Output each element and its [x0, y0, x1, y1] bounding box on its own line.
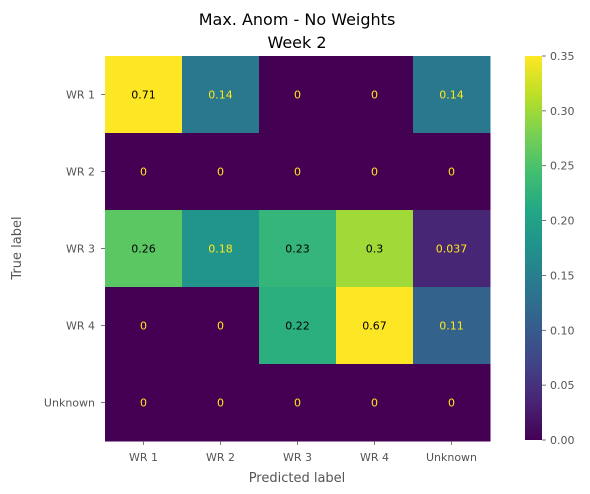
cell-value-label: 0 [294, 89, 301, 102]
y-axis-label: True label [10, 216, 25, 280]
heatmap-cell [105, 364, 183, 442]
colorbar-tick-label: 0.30 [550, 105, 575, 118]
cell-value-label: 0 [371, 397, 378, 410]
x-tick-label: WR 4 [360, 451, 389, 464]
heatmap-cell [259, 364, 337, 442]
colorbar-tick-label: 0.10 [550, 324, 575, 337]
colorbar-gradient [525, 56, 542, 440]
heatmap-cell [182, 133, 260, 211]
y-tick-label: WR 4 [66, 320, 95, 333]
colorbar-tick-label: 0.35 [550, 50, 575, 63]
cell-value-label: 0 [371, 89, 378, 102]
cell-value-label: 0 [140, 397, 147, 410]
heatmap-cell [336, 364, 414, 442]
cell-value-label: 0 [140, 320, 147, 333]
heatmap-cell [336, 133, 414, 211]
heatmap-cell [413, 133, 491, 211]
x-tick-label: WR 1 [129, 451, 158, 464]
heatmap-cell [259, 287, 337, 365]
cell-value-label: 0.11 [439, 320, 464, 333]
heatmap-cell [182, 287, 260, 365]
x-tick-label: WR 2 [206, 451, 235, 464]
heatmap-cell [336, 287, 414, 365]
heatmap-cell [182, 56, 260, 134]
heatmap-cell [336, 56, 414, 134]
heatmap-cell [259, 56, 337, 134]
x-tick-label: WR 3 [283, 451, 312, 464]
colorbar-tick-label: 0.15 [550, 269, 575, 282]
chart-title-line-1: Max. Anom - No Weights [199, 10, 396, 29]
cell-value-label: 0.67 [362, 320, 387, 333]
x-axis-label: Predicted label [249, 471, 346, 486]
cell-value-label: 0 [140, 166, 147, 179]
colorbar-ticks: 0.00 0.05 0.10 0.15 0.20 0.25 0.30 0.35 [542, 50, 575, 447]
heatmap-cell [413, 56, 491, 134]
cell-value-label: 0.26 [131, 243, 156, 256]
cell-value-label: 0 [448, 166, 455, 179]
cell-value-label: 0 [294, 397, 301, 410]
cell-value-label: 0 [217, 397, 224, 410]
chart-title-line-2: Week 2 [267, 33, 326, 52]
colorbar-tick-label: 0.25 [550, 160, 575, 173]
cell-value-label: 0 [294, 166, 301, 179]
heatmap-cell [413, 210, 491, 288]
heatmap-cell [182, 210, 260, 288]
cell-value-label: 0 [217, 166, 224, 179]
x-tick-label: Unknown [426, 451, 477, 464]
cell-value-label: 0.14 [208, 89, 233, 102]
heatmap-cell [413, 287, 491, 365]
y-tick-label: WR 1 [66, 89, 95, 102]
heatmap-cell [413, 364, 491, 442]
cell-value-label: 0.037 [436, 243, 468, 256]
cell-value-label: 0.14 [439, 89, 464, 102]
cell-value-label: 0 [217, 320, 224, 333]
cell-value-label: 0.22 [285, 320, 310, 333]
colorbar-tick-label: 0.00 [550, 434, 575, 447]
cell-value-label: 0.23 [285, 243, 310, 256]
y-tick-label: WR 2 [66, 166, 95, 179]
y-tick-label: Unknown [44, 397, 95, 410]
heatmap-cell [182, 364, 260, 442]
cell-value-label: 0.71 [131, 89, 156, 102]
colorbar: 0.00 0.05 0.10 0.15 0.20 0.25 0.30 0.35 [525, 50, 575, 447]
heatmap-cell [259, 210, 337, 288]
colorbar-tick-label: 0.05 [550, 379, 575, 392]
heatmap-cell [336, 210, 414, 288]
x-axis-ticks: WR 1 WR 2 WR 3 WR 4 Unknown [129, 441, 477, 464]
cell-value-label: 0.18 [208, 243, 233, 256]
y-axis-ticks: WR 1 WR 2 WR 3 WR 4 Unknown [44, 89, 105, 410]
cell-value-label: 0.3 [366, 243, 384, 256]
heatmap-cells [105, 56, 491, 442]
chart-title: Max. Anom - No Weights Week 2 [199, 10, 396, 52]
heatmap-cell-labels: 0.71 0.14 0 0 0.14 0 0 0 0 0 0.26 0.18 0.23 0.3 0.037 0… [131, 89, 467, 410]
heatmap-cell [105, 133, 183, 211]
heatmap-cell [105, 56, 183, 134]
heatmap-cell [105, 210, 183, 288]
y-tick-label: WR 3 [66, 243, 95, 256]
cell-value-label: 0 [448, 397, 455, 410]
heatmap-cell [105, 287, 183, 365]
heatmap-cell [259, 133, 337, 211]
colorbar-tick-label: 0.20 [550, 215, 575, 228]
cell-value-label: 0 [371, 166, 378, 179]
